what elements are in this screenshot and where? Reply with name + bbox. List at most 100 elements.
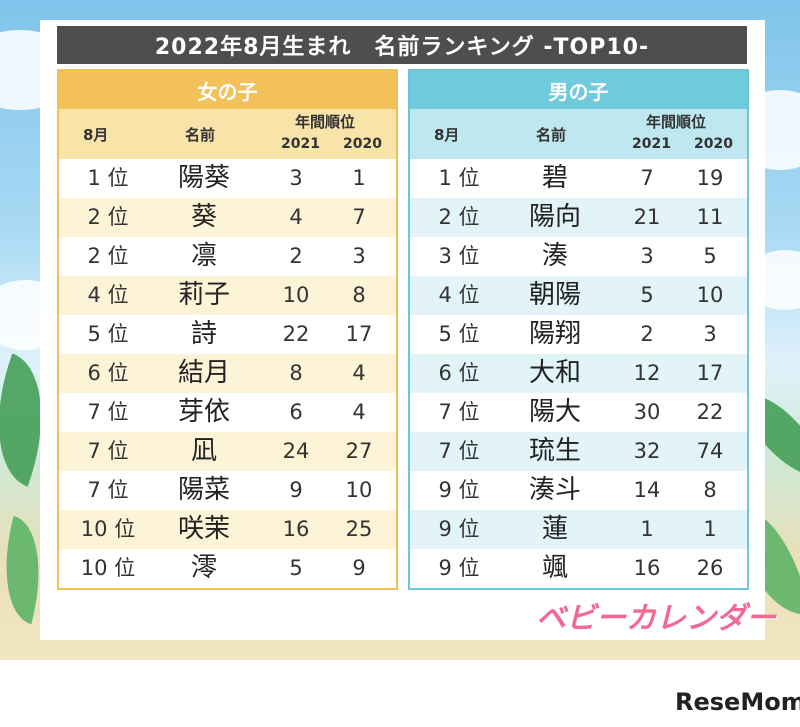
boys-ranking-panel: 男の子 8月 名前 年間順位 2021 2020 1 位碧 7 19 2 位陽向 21 1… bbox=[408, 69, 749, 590]
rank-cell: 9 位 bbox=[438, 556, 480, 580]
year-2021-cell: 3 bbox=[289, 166, 303, 190]
year-2020-cell: 3 bbox=[352, 244, 366, 268]
column-annual-rank: 年間順位 bbox=[295, 113, 356, 131]
year-2021-cell: 32 bbox=[633, 439, 661, 463]
table-row: 2 位 葵 4 7 bbox=[59, 198, 396, 237]
name-cell: 陽翔 bbox=[528, 319, 581, 349]
year-2020-cell: 10 bbox=[696, 283, 724, 307]
boys-heading: 男の子 bbox=[410, 71, 747, 109]
table-row: 9 位 蓮 1 1 bbox=[410, 510, 747, 549]
year-2021-cell: 14 bbox=[633, 478, 661, 502]
year-2020-cell: 25 bbox=[345, 517, 373, 541]
year-2020-cell: 1 bbox=[703, 517, 717, 541]
rank-cell: 1 位 bbox=[438, 166, 480, 190]
rank-cell: 10 位 bbox=[80, 556, 136, 580]
year-2021-cell: 8 bbox=[289, 361, 303, 385]
table-row: 4 位 朝陽 5 10 bbox=[410, 276, 747, 315]
rank-cell: 1 位 bbox=[87, 166, 129, 190]
table-row: 1 位 碧 7 19 bbox=[410, 159, 747, 198]
year-2021-cell: 4 bbox=[289, 205, 303, 229]
year-2020-cell: 17 bbox=[345, 322, 373, 346]
rank-cell: 2 位 bbox=[438, 205, 480, 229]
name-cell: 澪 bbox=[190, 553, 217, 583]
rank-cell: 7 位 bbox=[438, 439, 480, 463]
year-2021-cell: 3 bbox=[640, 244, 654, 268]
name-cell: 陽葵 bbox=[177, 163, 230, 193]
table-row: 1 位 陽葵 3 1 bbox=[59, 159, 396, 198]
name-cell: 颯 bbox=[541, 553, 568, 583]
year-2020-cell: 1 bbox=[352, 166, 366, 190]
year-2020-cell: 3 bbox=[703, 322, 717, 346]
name-cell: 陽向 bbox=[528, 202, 581, 232]
name-cell: 莉子 bbox=[177, 280, 230, 310]
brand-logo: ベビーカレンダー bbox=[536, 601, 776, 636]
table-row: 4 位 莉子 10 8 bbox=[59, 276, 396, 315]
column-annual-rank: 年間順位 bbox=[646, 113, 707, 131]
year-2020-cell: 8 bbox=[352, 283, 366, 307]
table-row: 7 位 陽大 30 22 bbox=[410, 393, 747, 432]
name-cell: 凛 bbox=[190, 241, 217, 271]
year-2020-cell: 9 bbox=[352, 556, 366, 580]
table-row: 10 位 咲茉 16 25 bbox=[59, 510, 396, 549]
table-row: 2 位 凛 2 3 bbox=[59, 237, 396, 276]
table-row: 7 位 琉生 32 74 bbox=[410, 432, 747, 471]
name-cell: 葵 bbox=[190, 202, 217, 232]
column-year-2021: 2021 bbox=[281, 136, 320, 152]
page-title: 2022年8月生まれ 名前ランキング -TOP10- bbox=[57, 26, 747, 64]
name-cell: 詩 bbox=[190, 319, 217, 349]
table-row: 7 位 凪 24 27 bbox=[59, 432, 396, 471]
year-2021-cell: 22 bbox=[282, 322, 310, 346]
table-row: 9 位 颯 16 26 bbox=[410, 549, 747, 588]
year-2020-cell: 7 bbox=[352, 205, 366, 229]
column-month: 8月 bbox=[434, 126, 460, 144]
girls-heading: 女の子 bbox=[59, 71, 396, 109]
year-2020-cell: 4 bbox=[352, 361, 366, 385]
table-row: 2 位 陽向 21 11 bbox=[410, 198, 747, 237]
name-cell: 湊 bbox=[541, 241, 568, 271]
name-cell: 芽依 bbox=[177, 397, 230, 427]
column-month: 8月 bbox=[83, 126, 109, 144]
table-row: 6 位 結月 8 4 bbox=[59, 354, 396, 393]
name-cell: 琉生 bbox=[528, 436, 581, 466]
girls-column-header: 8月 名前 年間順位 2021 2020 bbox=[59, 109, 396, 159]
year-2020-cell: 74 bbox=[696, 439, 724, 463]
year-2020-cell: 26 bbox=[696, 556, 724, 580]
name-cell: 陽大 bbox=[528, 397, 581, 427]
rank-cell: 4 位 bbox=[87, 283, 129, 307]
year-2021-cell: 10 bbox=[282, 283, 310, 307]
rank-cell: 9 位 bbox=[438, 517, 480, 541]
watermark-text: ReseMom bbox=[675, 688, 800, 716]
year-2020-cell: 11 bbox=[696, 205, 724, 229]
year-2020-cell: 22 bbox=[696, 400, 724, 424]
rank-cell: 7 位 bbox=[438, 400, 480, 424]
year-2021-cell: 5 bbox=[289, 556, 303, 580]
rank-cell: 10 位 bbox=[80, 517, 136, 541]
name-cell: 凪 bbox=[190, 436, 217, 466]
column-year-2020: 2020 bbox=[343, 136, 382, 152]
rank-cell: 7 位 bbox=[87, 478, 129, 502]
year-2020-cell: 27 bbox=[345, 439, 373, 463]
table-row: 7 位 陽菜 9 10 bbox=[59, 471, 396, 510]
year-2021-cell: 16 bbox=[633, 556, 661, 580]
year-2020-cell: 5 bbox=[703, 244, 717, 268]
table-row: 5 位 陽翔 2 3 bbox=[410, 315, 747, 354]
year-2021-cell: 6 bbox=[289, 400, 303, 424]
column-name: 名前 bbox=[185, 126, 216, 144]
year-2021-cell: 12 bbox=[633, 361, 661, 385]
year-2021-cell: 24 bbox=[282, 439, 310, 463]
year-2021-cell: 2 bbox=[289, 244, 303, 268]
year-2021-cell: 30 bbox=[633, 400, 661, 424]
name-cell: 陽菜 bbox=[177, 475, 230, 505]
year-2020-cell: 17 bbox=[696, 361, 724, 385]
table-row: 10 位 澪 5 9 bbox=[59, 549, 396, 588]
year-2021-cell: 9 bbox=[289, 478, 303, 502]
rank-cell: 7 位 bbox=[87, 400, 129, 424]
name-cell: 朝陽 bbox=[528, 280, 581, 310]
year-2021-cell: 16 bbox=[282, 517, 310, 541]
year-2020-cell: 10 bbox=[345, 478, 373, 502]
year-2021-cell: 1 bbox=[640, 517, 654, 541]
column-name: 名前 bbox=[536, 126, 567, 144]
year-2021-cell: 2 bbox=[640, 322, 654, 346]
rank-cell: 5 位 bbox=[438, 322, 480, 346]
year-2021-cell: 7 bbox=[640, 166, 654, 190]
